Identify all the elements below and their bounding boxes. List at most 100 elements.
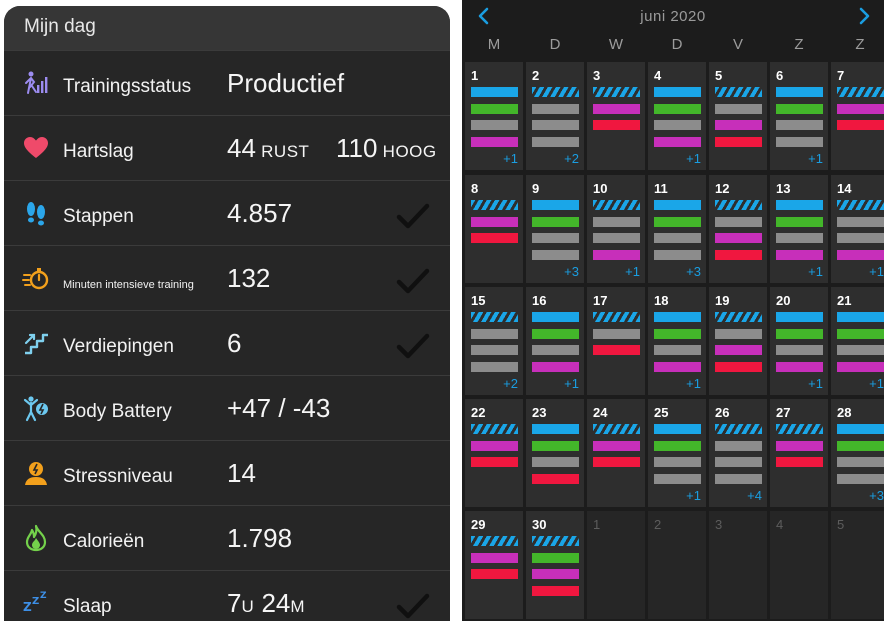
activity-bar-green <box>654 328 701 339</box>
day-number: 6 <box>776 68 784 83</box>
calendar-day[interactable]: 21 +1 <box>831 287 884 395</box>
day-number: 16 <box>532 293 547 308</box>
stat-row-body-battery[interactable]: Body Battery +47 / -43 <box>4 375 450 440</box>
stat-row-slaap[interactable]: Z Z Z Slaap 7U 24M <box>4 570 450 621</box>
activity-bar-green <box>654 440 701 451</box>
stat-label: Minuten intensieve training <box>63 279 194 291</box>
activity-bar-magenta <box>471 440 518 451</box>
stat-value-number: 4.857 <box>227 198 293 228</box>
stat-row-stappen[interactable]: Stappen 4.857 <box>4 180 450 245</box>
stat-row-intensieve[interactable]: Minuten intensieve training 132 <box>4 245 450 310</box>
activity-bar-hatch <box>593 87 640 97</box>
stat-label: Trainingsstatus <box>63 76 192 97</box>
activity-bar-magenta <box>837 361 884 372</box>
calendar-day[interactable]: 27 <box>770 399 828 507</box>
activity-bar-magenta <box>776 440 823 451</box>
stat-value-secondary: 110 HOOG <box>336 133 437 164</box>
chevron-left-icon <box>478 7 489 25</box>
calendar-day[interactable]: 1 +1 <box>465 62 523 170</box>
stat-row-verdiepingen[interactable]: Verdiepingen 6 <box>4 310 450 375</box>
calendar-day[interactable]: 13 +1 <box>770 175 828 283</box>
activity-bar-hatch <box>471 424 518 434</box>
previous-month-button[interactable] <box>476 6 492 26</box>
activity-bar-blue <box>532 424 579 434</box>
day-number: 2 <box>654 517 662 532</box>
calendar-day-other-month: 2 <box>648 511 706 619</box>
calendar-day[interactable]: 9 +3 <box>526 175 584 283</box>
calendar-day[interactable]: 8 <box>465 175 523 283</box>
calendar-day[interactable]: 2 +2 <box>526 62 584 170</box>
calendar-day[interactable]: 24 <box>587 399 645 507</box>
day-number: 19 <box>715 293 730 308</box>
more-activities-count: +1 <box>564 376 579 391</box>
calendar-day[interactable]: 29 <box>465 511 523 619</box>
activity-bar-magenta <box>471 136 518 147</box>
checkmark-icon <box>396 593 430 619</box>
activity-bar-hatch <box>715 200 762 210</box>
calendar-day[interactable]: 17 <box>587 287 645 395</box>
activity-bar-magenta <box>776 361 823 372</box>
activity-bar-blue <box>837 312 884 322</box>
calendar-day[interactable]: 22 <box>465 399 523 507</box>
calendar-day[interactable]: 28 +3 <box>831 399 884 507</box>
calendar-day[interactable]: 25 +1 <box>648 399 706 507</box>
day-number: 5 <box>715 68 723 83</box>
activity-bar-hatch <box>471 536 518 546</box>
calendar-day[interactable]: 18 +1 <box>648 287 706 395</box>
calendar-day[interactable]: 6 +1 <box>770 62 828 170</box>
calendar-day[interactable]: 30 <box>526 511 584 619</box>
activity-bar-gray <box>715 216 762 227</box>
svg-text:Z: Z <box>40 591 47 601</box>
stat-row-hartslag[interactable]: Hartslag 44 RUST 110 HOOG <box>4 115 450 180</box>
activity-bar-red <box>837 120 884 130</box>
calendar-day[interactable]: 14 +1 <box>831 175 884 283</box>
activity-bar-green <box>654 216 701 227</box>
calendar-day[interactable]: 4 +1 <box>648 62 706 170</box>
calendar-day-other-month: 1 <box>587 511 645 619</box>
activity-bar-magenta <box>715 233 762 243</box>
activity-bar-blue <box>654 87 701 97</box>
calendar-day[interactable]: 23 <box>526 399 584 507</box>
more-activities-count: +1 <box>686 488 701 503</box>
calendar-day[interactable]: 26 +4 <box>709 399 767 507</box>
day-number: 4 <box>654 68 662 83</box>
calendar-day[interactable]: 10 +1 <box>587 175 645 283</box>
activity-bar-blue <box>654 200 701 210</box>
calendar-day[interactable]: 16 +1 <box>526 287 584 395</box>
calendar-day[interactable]: 11 +3 <box>648 175 706 283</box>
stat-label: Calorieën <box>63 531 145 552</box>
calendar-day[interactable]: 19 <box>709 287 767 395</box>
activity-bar-magenta <box>776 249 823 260</box>
next-month-button[interactable] <box>856 6 872 26</box>
day-number: 25 <box>654 405 669 420</box>
calendar-header: juni 2020 <box>462 0 884 32</box>
day-number: 8 <box>471 181 479 196</box>
more-activities-count: +1 <box>869 264 884 279</box>
stat-row-stress[interactable]: Stressniveau 14 <box>4 440 450 505</box>
calendar-day[interactable]: 15 +2 <box>465 287 523 395</box>
calendar-day[interactable]: 20 +1 <box>770 287 828 395</box>
weekday-label: M <box>487 36 501 53</box>
more-activities-count: +2 <box>564 151 579 166</box>
day-number: 13 <box>776 181 791 196</box>
stairs-icon <box>22 329 50 357</box>
activity-bar-gray <box>715 473 762 484</box>
heart-icon <box>22 134 50 162</box>
stat-row-trainingsstatus[interactable]: Trainingsstatus Productief <box>4 50 450 115</box>
calendar-day[interactable]: 12 <box>709 175 767 283</box>
activity-bar-magenta <box>593 440 640 451</box>
activity-bar-magenta <box>532 361 579 372</box>
activity-bar-hatch <box>837 87 884 97</box>
stress-icon <box>22 459 50 487</box>
activity-bar-green <box>776 216 823 227</box>
calendar-day[interactable]: 7 <box>831 62 884 170</box>
day-number: 4 <box>776 517 784 532</box>
calendar-day[interactable]: 5 <box>709 62 767 170</box>
checkmark-icon <box>396 203 430 229</box>
activity-bar-gray <box>471 361 518 372</box>
more-activities-count: +1 <box>808 151 823 166</box>
stat-row-calorieen[interactable]: Calorieën 1.798 <box>4 505 450 570</box>
calendar-day[interactable]: 3 <box>587 62 645 170</box>
day-number: 10 <box>593 181 608 196</box>
